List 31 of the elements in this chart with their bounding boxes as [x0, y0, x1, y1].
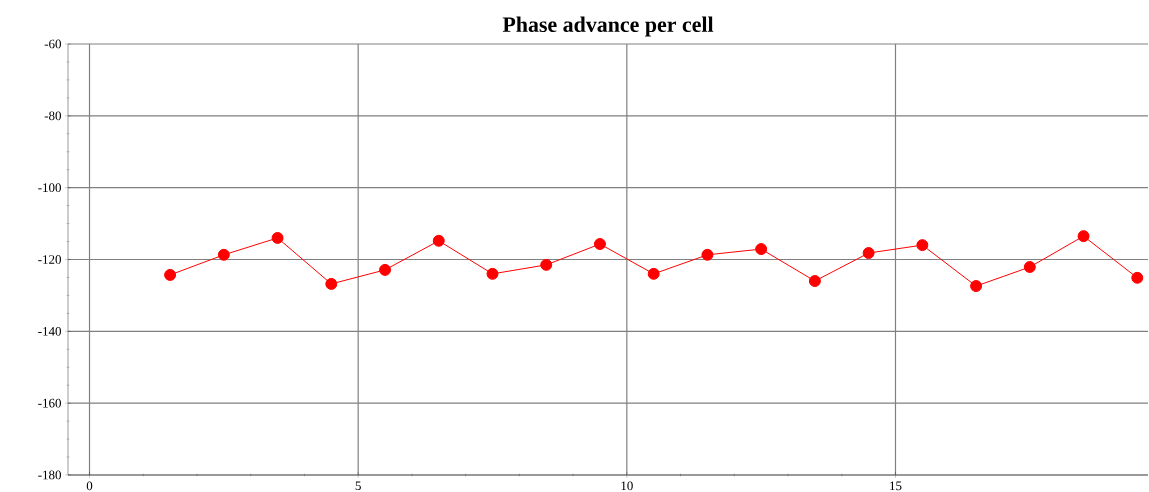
x-tick-label: 0 [86, 481, 93, 491]
point [916, 239, 929, 252]
y-tick-label: -80 [44, 111, 61, 121]
point [1077, 230, 1090, 243]
chart-title: Phase advance per cell [502, 16, 714, 37]
point [701, 248, 714, 261]
point [432, 234, 445, 247]
point [755, 243, 768, 256]
y-tick-label: -100 [38, 183, 61, 193]
point [1023, 261, 1036, 274]
y-tick-label: -140 [38, 326, 61, 336]
point [486, 267, 499, 280]
point [217, 248, 230, 261]
point [271, 231, 284, 244]
y-tick-label: -180 [38, 470, 61, 480]
point [862, 247, 875, 259]
x-tick-label: 5 [355, 481, 361, 491]
x-tick-label: 10 [621, 481, 633, 491]
point [593, 238, 606, 251]
point [540, 258, 553, 271]
point [325, 277, 338, 290]
point [970, 280, 983, 293]
point [1131, 271, 1144, 284]
point [647, 267, 660, 280]
y-tick-label: -120 [38, 255, 61, 264]
point [164, 268, 177, 281]
y-tick-label: -160 [38, 398, 61, 408]
x-tick-label: 15 [890, 481, 902, 491]
y-tick-label: -60 [44, 39, 61, 49]
point [379, 263, 392, 276]
point [808, 275, 821, 288]
